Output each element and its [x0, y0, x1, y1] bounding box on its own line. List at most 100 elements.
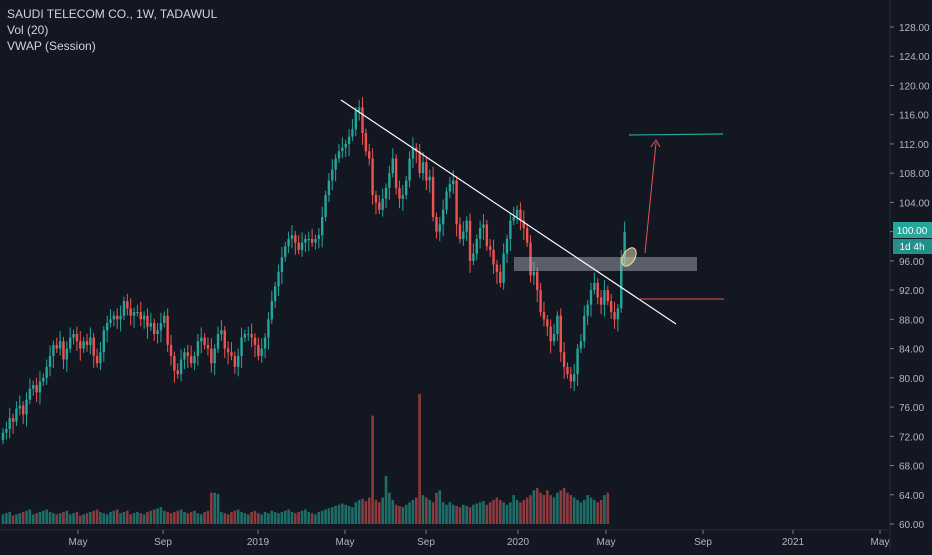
candle-body — [438, 224, 441, 232]
time-axis[interactable]: May Sep 2019 May Sep 2020 May Sep 2021 May — [0, 529, 890, 548]
volume-bar — [546, 490, 549, 524]
vwap-indicator-label[interactable]: VWAP (Session) — [7, 39, 96, 53]
candle-body — [35, 385, 38, 393]
volume-bar — [21, 511, 25, 524]
candle-body — [525, 227, 529, 243]
volume-bar — [404, 504, 408, 524]
candles — [1, 97, 626, 445]
volume-bar — [68, 514, 72, 524]
volume-bar — [240, 511, 243, 524]
candle-body — [620, 257, 623, 309]
symbol-title[interactable]: SAUDI TELECOM CO., 1W, TADAWUL — [7, 7, 218, 21]
candle-body — [556, 315, 559, 334]
candle-body — [337, 151, 341, 159]
price-tick-label: 92.00 — [899, 286, 924, 297]
volume-bar — [183, 511, 186, 524]
volume-bar — [364, 501, 368, 524]
price-tick-label: 84.00 — [899, 345, 924, 356]
candle-body — [237, 355, 240, 367]
candle-body — [176, 370, 179, 375]
candle-body — [45, 366, 48, 378]
volume-bar — [502, 502, 505, 524]
candle-body — [116, 315, 119, 320]
volume-bar — [89, 511, 92, 524]
candle-body — [505, 238, 509, 254]
candle-body — [331, 169, 334, 181]
volume-bar — [62, 511, 65, 524]
projection-arrow-shaft[interactable] — [644, 142, 657, 254]
candle-body — [122, 301, 126, 316]
candle-body — [189, 355, 193, 364]
candle-body — [230, 352, 233, 356]
time-tick-label: May — [871, 537, 890, 548]
candle-body — [250, 333, 253, 338]
volume-bar — [371, 415, 374, 524]
candle-body — [334, 158, 337, 170]
volume-bar — [273, 511, 277, 524]
candle-body — [475, 238, 478, 254]
candle-body — [240, 337, 243, 356]
volume-bar — [246, 514, 250, 524]
volume-bar — [112, 510, 116, 524]
candle-body — [495, 264, 499, 272]
volume-bar — [593, 499, 596, 524]
volume-bar — [115, 509, 119, 524]
drawings[interactable] — [340, 99, 724, 325]
volume-bar — [361, 498, 364, 524]
candle-body — [156, 330, 159, 334]
candle-body — [99, 352, 102, 364]
candle-body — [82, 341, 85, 349]
volume-bar — [509, 502, 512, 524]
trendline[interactable] — [340, 99, 677, 325]
candle-body — [213, 348, 216, 364]
volume-bar — [300, 510, 304, 524]
candle-body — [579, 341, 583, 349]
candle-body — [421, 162, 425, 174]
volume-bar — [35, 513, 38, 524]
candle-body — [273, 286, 277, 302]
candle-body — [468, 220, 472, 261]
volume-bar — [539, 492, 542, 524]
candle-body — [15, 408, 18, 422]
volume-bar — [566, 492, 569, 524]
highlight-ellipse[interactable] — [619, 245, 639, 268]
candle-body — [220, 330, 223, 334]
candle-body — [492, 249, 495, 265]
candle-body — [65, 348, 69, 360]
candle-body — [509, 220, 512, 239]
volume-bar — [414, 497, 418, 524]
volume-bar — [569, 495, 573, 524]
volume-bar — [78, 515, 82, 524]
volume-indicator-label[interactable]: Vol (20) — [7, 23, 49, 37]
volume-bar — [149, 510, 153, 524]
volume-bar — [213, 492, 216, 524]
time-tick-label: May — [597, 537, 616, 548]
volume-bar — [465, 505, 468, 524]
candle-body — [431, 176, 435, 218]
volume-bar — [327, 508, 331, 524]
candle-body — [32, 385, 35, 389]
volume-bar — [448, 502, 452, 524]
price-axis[interactable]: 128.00 124.00 120.00 116.00 112.00 108.00 104.… — [889, 0, 930, 550]
candle-body — [290, 235, 294, 239]
candle-body — [515, 209, 519, 218]
volume-bar — [492, 499, 495, 524]
volume-bar — [421, 495, 425, 524]
volume-bar — [304, 509, 307, 524]
candle-body — [351, 129, 354, 137]
volume-bar — [478, 502, 482, 524]
candle-body — [92, 337, 95, 356]
time-tick-label: Sep — [417, 537, 435, 548]
price-tick-label: 120.00 — [899, 81, 930, 92]
candle-body — [38, 381, 42, 393]
candle-body — [448, 184, 452, 192]
volume-bar — [105, 514, 109, 524]
target-line[interactable] — [628, 133, 724, 136]
resistance-zone[interactable] — [514, 257, 697, 271]
candle-body — [546, 319, 549, 327]
candle-body — [8, 418, 11, 429]
candle-body — [519, 209, 522, 221]
candle-body — [52, 344, 55, 356]
